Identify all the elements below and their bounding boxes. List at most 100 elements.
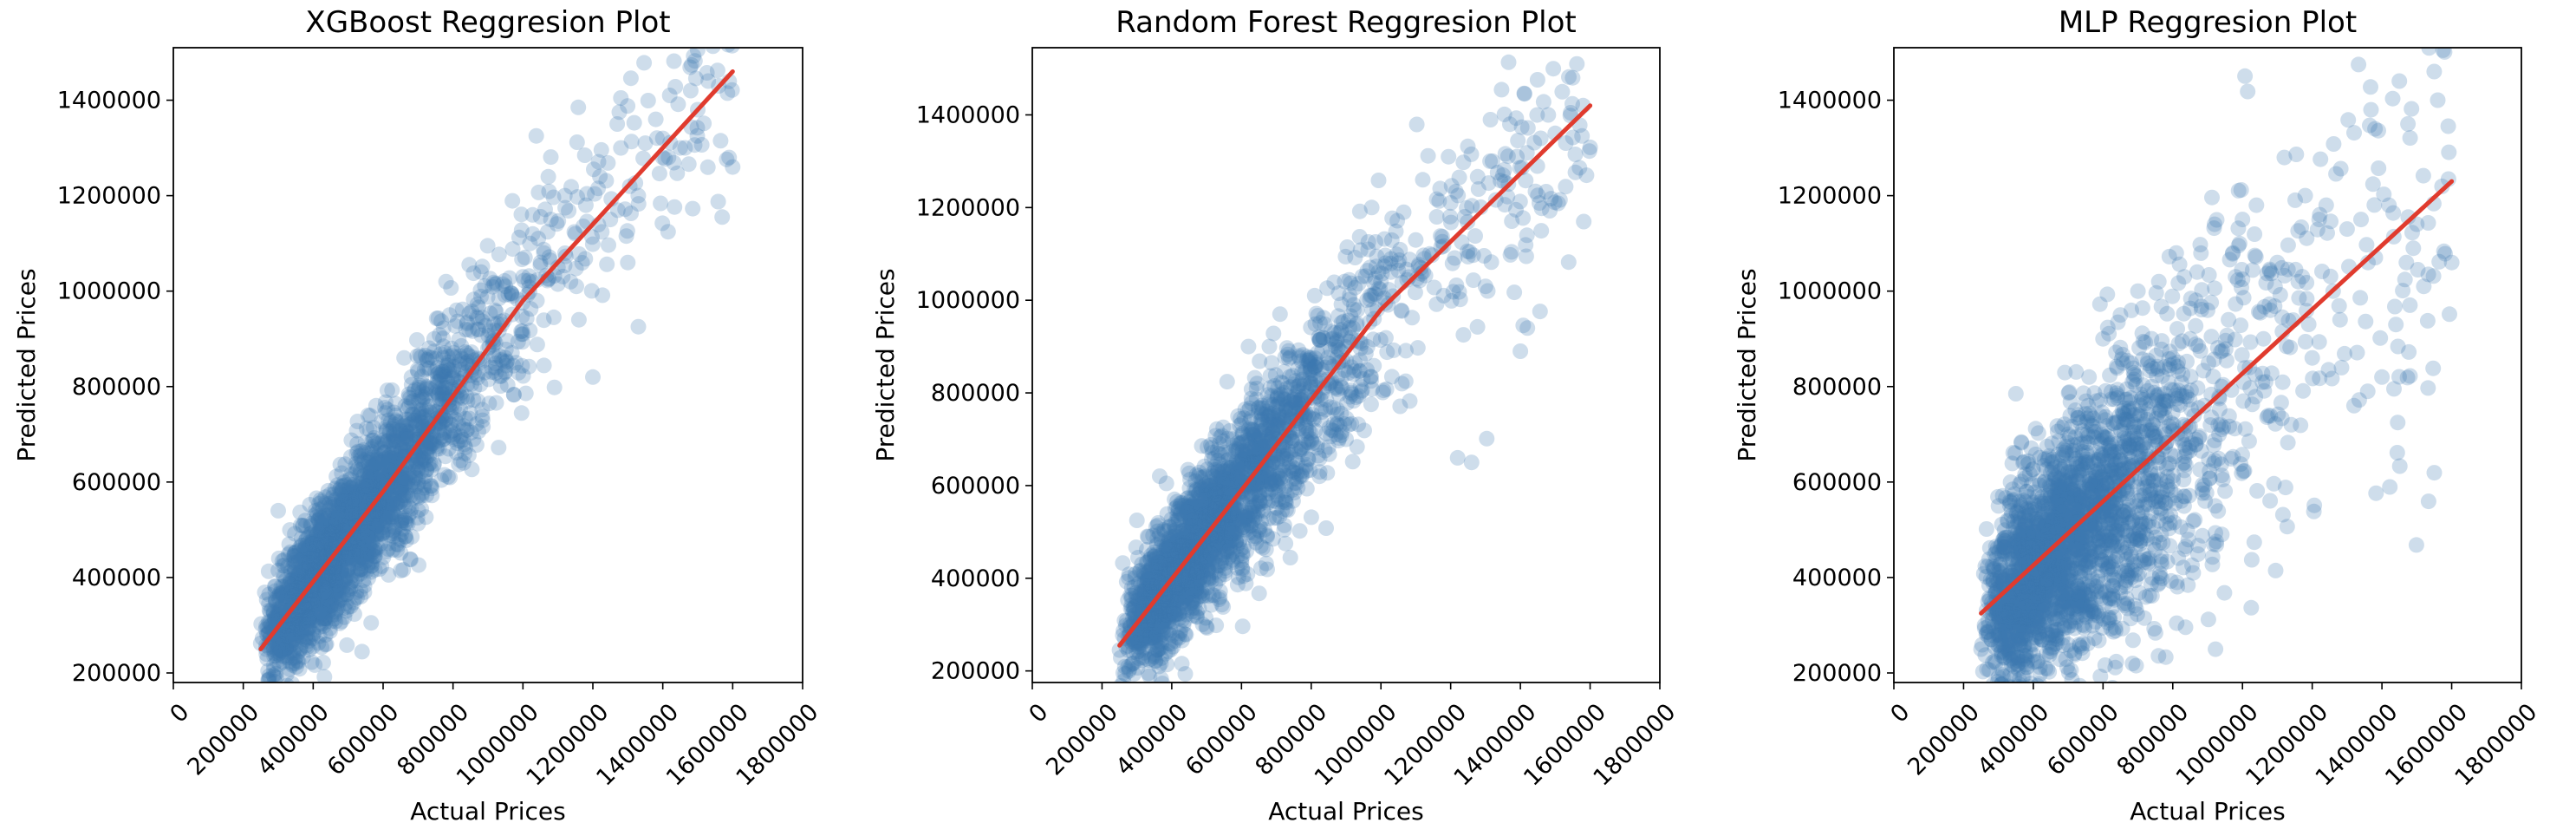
scatter-point — [366, 479, 382, 495]
scatter-point — [360, 558, 376, 574]
scatter-point — [1357, 268, 1374, 284]
scatter-point — [304, 551, 321, 567]
scatter-point — [1269, 487, 1285, 504]
scatter-point — [298, 625, 315, 642]
scatter-point — [1298, 463, 1315, 480]
scatter-point — [342, 476, 358, 493]
scatter-point — [310, 580, 327, 597]
scatter-point — [442, 427, 459, 443]
scatter-point — [339, 508, 355, 525]
scatter-point — [435, 431, 452, 447]
scatter-point — [1130, 600, 1147, 617]
scatter-point — [1212, 525, 1228, 541]
scatter-point — [1194, 480, 1209, 496]
scatter-point — [1187, 525, 1203, 541]
scatter-point — [327, 510, 343, 526]
scatter-point — [1246, 440, 1262, 456]
scatter-point — [363, 615, 380, 631]
scatter-point — [521, 268, 537, 284]
scatter-point — [513, 222, 530, 238]
scatter-point — [308, 602, 324, 618]
scatter-point — [1303, 356, 1319, 372]
scatter-point — [368, 476, 384, 492]
scatter-point — [309, 526, 325, 543]
scatter-point — [280, 546, 296, 563]
scatter-point — [322, 524, 338, 540]
scatter-point — [334, 465, 350, 481]
scatter-point — [584, 229, 600, 245]
scatter-point — [1207, 502, 1224, 518]
scatter-point — [1178, 626, 1194, 643]
scatter-point — [358, 518, 374, 534]
scatter-point — [1148, 567, 1165, 583]
scatter-point — [1149, 517, 1166, 533]
scatter-point — [345, 504, 361, 520]
scatter-point — [388, 414, 405, 429]
scatter-point — [1206, 488, 1222, 505]
scatter-point — [353, 490, 369, 506]
scatter-point — [1127, 585, 1143, 601]
scatter-point — [452, 353, 468, 369]
scatter-point — [1258, 481, 1274, 498]
scatter-point — [1172, 625, 1187, 642]
scatter-point — [315, 598, 330, 614]
scatter-point — [495, 276, 511, 292]
scatter-point — [1134, 583, 1149, 599]
scatter-point — [368, 460, 385, 477]
scatter-point — [362, 525, 379, 541]
scatter-point — [1143, 568, 1160, 585]
scatter-point — [1201, 543, 1218, 559]
scatter-point — [1210, 464, 1226, 480]
scatter-point — [390, 468, 407, 484]
scatter-point — [383, 490, 399, 506]
scatter-point — [1216, 545, 1233, 560]
scatter-point — [1252, 440, 1268, 456]
scatter-point — [410, 450, 426, 466]
scatter-point — [393, 563, 409, 578]
scatter-point — [1278, 447, 1294, 464]
scatter-point — [443, 423, 459, 440]
scatter-point — [382, 414, 399, 430]
scatter-point — [1170, 589, 1187, 604]
scatter-point — [377, 449, 394, 466]
scatter-point — [368, 518, 385, 534]
scatter-point — [341, 480, 357, 496]
scatter-point — [314, 616, 330, 632]
scatter-point — [300, 550, 316, 566]
scatter-point — [337, 545, 354, 562]
scatter-point — [474, 313, 491, 330]
scatter-point — [1173, 506, 1188, 522]
scatter-point — [420, 456, 437, 473]
scatter-point — [1276, 412, 1292, 428]
scatter-point — [352, 565, 368, 582]
scatter-point — [1219, 529, 1235, 545]
scatter-point — [1191, 486, 1207, 502]
scatter-point — [289, 544, 304, 560]
scatter-point — [1192, 570, 1208, 586]
scatter-point — [1304, 365, 1321, 382]
scatter-point — [1460, 243, 1475, 259]
scatter-point — [327, 521, 343, 538]
scatter-point — [278, 582, 295, 598]
scatter-point — [409, 509, 426, 526]
scatter-point — [340, 560, 356, 577]
scatter-point — [326, 611, 342, 627]
scatter-point — [405, 490, 421, 506]
scatter-point — [453, 361, 470, 377]
scatter-point — [373, 441, 389, 457]
scatter-point — [316, 513, 333, 528]
scatter-point — [380, 449, 396, 466]
scatter-point — [400, 430, 416, 447]
scatter-point — [705, 48, 721, 55]
scatter-point — [296, 543, 312, 559]
scatter-point — [330, 502, 347, 519]
scatter-point — [1193, 562, 1209, 578]
scatter-point — [1288, 470, 1304, 487]
scatter-point — [1328, 427, 1344, 442]
scatter-point — [1175, 541, 1192, 558]
scatter-point — [487, 360, 504, 376]
scatter-point — [541, 249, 557, 265]
scatter-point — [374, 498, 391, 514]
scatter-point — [1281, 402, 1298, 418]
scatter-point — [1181, 489, 1197, 506]
